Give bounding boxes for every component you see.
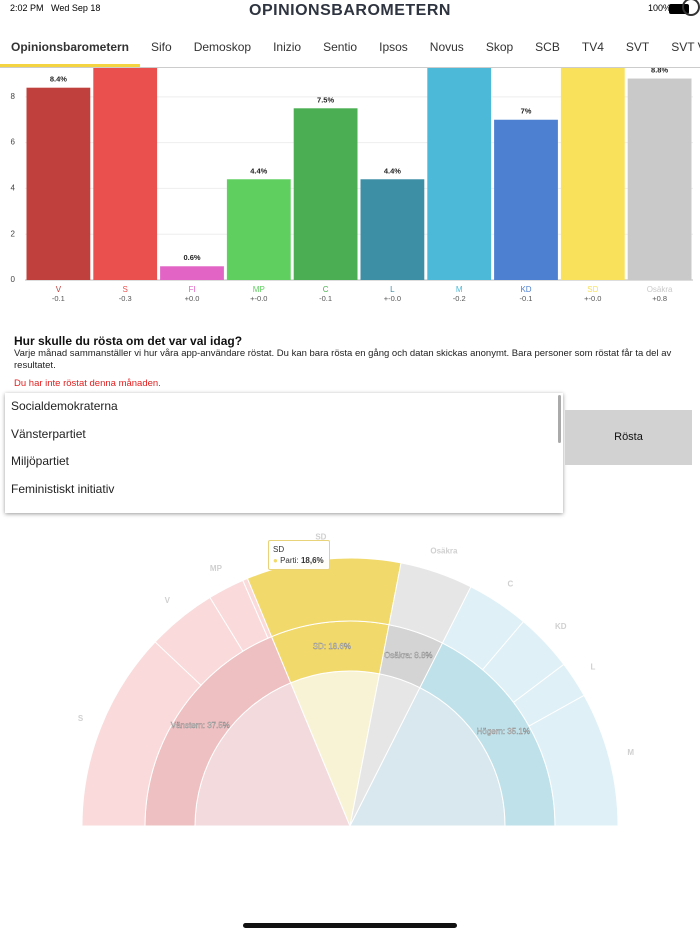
bar	[293, 108, 358, 280]
party-label: Osäkra	[430, 547, 458, 556]
change-label: -0.1	[319, 294, 332, 303]
scrollbar	[558, 395, 561, 443]
tooltip: SD ● Parti: 18,6%	[268, 540, 330, 570]
change-label: +-0.0	[250, 294, 267, 303]
bar	[26, 87, 91, 280]
tab[interactable]: Novus	[429, 40, 464, 54]
group-label: SD: 18.6%	[313, 642, 351, 651]
y-tick-label: 6	[11, 138, 16, 147]
bar	[160, 266, 224, 280]
bar-value-label: 4.4%	[250, 166, 267, 175]
x-tick-label: FI	[188, 285, 195, 294]
bar-chart: 024688.4%V-0.1S-0.30.6%FI+0.04.4%MP+-0.0…	[11, 68, 693, 303]
tab[interactable]: Sentio	[323, 40, 358, 54]
y-tick-label: 2	[11, 229, 16, 238]
group-label: Osäkra: 8.8%	[384, 651, 432, 660]
option[interactable]: Miljöpartiet	[11, 454, 70, 468]
party-label: C	[507, 579, 513, 588]
tab[interactable]: SCB	[535, 40, 560, 54]
status-battery: 100%	[648, 3, 672, 13]
tooltip-row: ● Parti: 18,6%	[273, 556, 324, 565]
bar	[627, 78, 692, 281]
y-tick-label: 8	[11, 92, 16, 101]
party-label: L	[590, 663, 595, 672]
home-indicator	[243, 923, 457, 928]
x-tick-label: MP	[253, 285, 265, 294]
option-list: Socialdemokraterna Vänsterpartiet Miljöpar…	[5, 393, 563, 513]
change-label: -0.1	[52, 294, 65, 303]
status-date: Wed Sep 18	[51, 3, 101, 13]
party-label: MP	[210, 564, 223, 573]
app-title: OPINIONSBAROMETERN	[249, 2, 451, 19]
tab[interactable]: Demoskop	[193, 40, 252, 54]
bar	[360, 179, 425, 280]
change-label: +0.8	[652, 294, 667, 303]
tab[interactable]: Ipsos	[379, 40, 408, 54]
status-time: 2:02 PM	[10, 3, 44, 13]
x-tick-label: L	[390, 285, 395, 294]
change-label: -0.3	[119, 294, 132, 303]
tab[interactable]: Inizio	[273, 40, 302, 54]
tab[interactable]: TV4	[581, 40, 604, 54]
bar	[494, 119, 558, 281]
tab[interactable]: Sifo	[151, 40, 172, 54]
settings-icon[interactable]	[682, 0, 700, 16]
party-label: KD	[555, 622, 567, 631]
y-tick-label: 4	[11, 184, 16, 193]
x-tick-label: Osäkra	[647, 285, 673, 294]
bar-value-label: 4.4%	[384, 166, 401, 175]
poll-description: Varje månad sammanställer vi hur våra ap…	[14, 348, 672, 371]
bar	[560, 68, 625, 281]
change-label: +0.0	[185, 294, 200, 303]
party-label: V	[165, 596, 171, 605]
x-tick-label: C	[323, 285, 329, 294]
tab[interactable]: Opinionsbarometern	[0, 32, 141, 67]
party-label: S	[78, 714, 84, 723]
change-label: -0.1	[520, 294, 533, 303]
bar	[427, 68, 492, 280]
change-label: +-0.0	[584, 294, 601, 303]
x-tick-label: M	[456, 285, 463, 294]
bar-value-label: 8.4%	[50, 75, 67, 84]
bar-value-label: 0.6%	[183, 253, 200, 262]
bar-value-label: 7%	[521, 107, 532, 116]
tooltip-title: SD	[273, 545, 285, 554]
vote-button[interactable]: Rösta	[565, 410, 692, 465]
option[interactable]: Feministiskt initiativ	[11, 481, 115, 496]
party-segment	[528, 694, 619, 827]
change-label: -0.2	[453, 294, 466, 303]
group-label: Högern: 35.1%	[477, 727, 530, 736]
bar	[226, 179, 291, 280]
bar	[93, 68, 158, 280]
x-tick-label: V	[56, 285, 62, 294]
party-label: M	[627, 748, 634, 757]
tab[interactable]: Skop	[485, 40, 514, 54]
bar-value-label: 8.8%	[651, 68, 668, 75]
poll-notice: Du har inte röstat denna månaden.	[14, 378, 161, 389]
tab[interactable]: SVT ValU	[671, 40, 700, 54]
bars	[26, 68, 692, 281]
tab[interactable]: SVT	[625, 40, 650, 54]
x-tick-label: SD	[587, 285, 598, 294]
tab-bar: Opinionsbarometern Sifo Demoskop Inizio Sent…	[0, 32, 700, 68]
bar-value-label: 7.5%	[317, 95, 334, 104]
group-label: Vänstern: 37.5%	[171, 721, 230, 730]
x-tick-label: S	[123, 285, 128, 294]
x-tick-label: KD	[520, 285, 531, 294]
poll-question: Hur skulle du rösta om det var val idag?	[14, 334, 243, 348]
sunburst-chart: S V MP Vänstern: 37.5% SD SD: 18.6% Osäkra Osäk…	[78, 533, 634, 828]
option[interactable]: Vänsterpartiet	[11, 426, 86, 441]
tooltip-value: 18,6%	[300, 556, 324, 565]
tooltip-label: Parti:	[280, 556, 299, 565]
change-label: +-0.0	[384, 294, 401, 303]
y-tick-label: 0	[11, 275, 16, 284]
option[interactable]: Socialdemokraterna	[11, 399, 118, 413]
party-label: SD	[315, 533, 326, 542]
